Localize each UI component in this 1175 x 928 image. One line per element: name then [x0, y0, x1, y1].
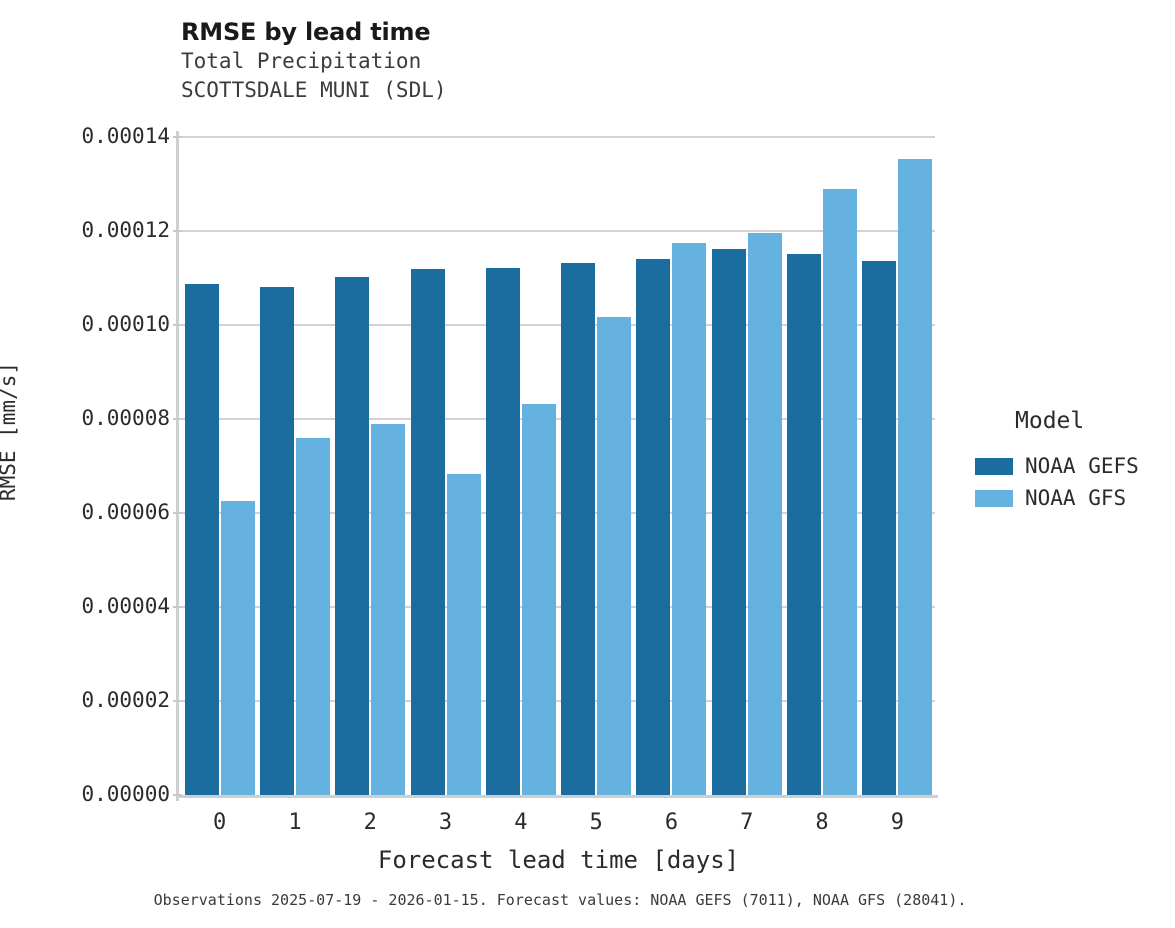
y-axis-tick-label: 0.00010	[81, 312, 170, 336]
gridline	[182, 418, 935, 420]
bar[interactable]	[747, 233, 782, 795]
bar[interactable]	[561, 263, 596, 795]
y-axis-title: RMSE [mm/s]	[0, 362, 20, 502]
y-axis-tick	[173, 418, 182, 420]
bar[interactable]	[220, 500, 255, 795]
y-axis-tick	[173, 794, 182, 796]
x-axis-tick-label: 4	[514, 810, 528, 835]
gridline	[182, 512, 935, 514]
y-axis-tick	[173, 230, 182, 232]
legend-item[interactable]: NOAA GFS	[975, 482, 1139, 514]
x-axis-tick-label: 6	[664, 810, 679, 835]
bar[interactable]	[485, 267, 520, 795]
gridline	[182, 136, 935, 138]
legend-swatch-icon	[975, 457, 1013, 475]
x-axis-tick-label: 7	[740, 810, 754, 835]
bar[interactable]	[787, 254, 822, 795]
bar[interactable]	[672, 242, 707, 795]
x-axis-tick-label: 2	[363, 810, 377, 835]
bar[interactable]	[823, 188, 858, 795]
bar[interactable]	[636, 258, 671, 795]
legend: Model NOAA GEFS NOAA GFS	[975, 410, 1139, 514]
bar[interactable]	[597, 317, 632, 795]
x-axis-tick-label: 8	[815, 810, 829, 835]
gridline	[182, 606, 935, 608]
bar[interactable]	[410, 268, 445, 795]
x-axis-title: Forecast lead time [days]	[377, 846, 740, 874]
bar[interactable]	[521, 404, 556, 795]
chart-subtitle-station: SCOTTSDALE MUNI (SDL)	[181, 78, 447, 102]
title-block: RMSE by lead time Total Precipitation SC…	[181, 18, 447, 105]
x-axis-tick-label: 0	[213, 810, 227, 835]
y-axis-tick	[173, 512, 182, 514]
x-axis-tick-label: 3	[438, 810, 453, 835]
bar[interactable]	[335, 276, 370, 795]
y-axis-tick-label: 0.00008	[81, 406, 170, 430]
y-axis-tick-label: 0.00006	[81, 500, 170, 524]
legend-item-label: NOAA GEFS	[1025, 453, 1139, 478]
bar[interactable]	[184, 283, 219, 795]
legend-entries: NOAA GEFS NOAA GFS	[975, 450, 1139, 514]
gridline	[182, 700, 935, 702]
y-axis-tick	[173, 606, 182, 608]
x-axis-tick-label: 5	[589, 810, 603, 835]
legend-item-label: NOAA GFS	[1025, 485, 1127, 510]
x-axis-line	[176, 795, 938, 798]
bar[interactable]	[295, 437, 330, 795]
x-axis-tick-label: 1	[288, 810, 302, 835]
footnote: Observations 2025-07-19 - 2026-01-15. Fo…	[153, 891, 967, 909]
legend-swatch-icon	[975, 489, 1013, 507]
legend-item[interactable]: NOAA GEFS	[975, 450, 1139, 482]
y-axis-tick-label: 0.00000	[81, 782, 170, 806]
y-axis-line	[176, 131, 179, 801]
bar[interactable]	[259, 286, 294, 795]
y-axis-tick	[173, 700, 182, 702]
bar[interactable]	[446, 474, 481, 795]
gridline	[182, 324, 935, 326]
bar[interactable]	[862, 260, 897, 795]
y-axis-tick-label: 0.00014	[81, 124, 170, 148]
bar[interactable]	[371, 424, 406, 795]
gridline	[182, 230, 935, 232]
bar[interactable]	[711, 248, 746, 795]
x-axis-tick-label: 9	[890, 810, 904, 835]
bar[interactable]	[898, 159, 933, 795]
y-axis-tick-label: 0.00002	[81, 688, 170, 712]
y-axis-tick-label: 0.00004	[81, 594, 170, 618]
y-axis-tick-label: 0.00012	[81, 218, 170, 242]
chart-subtitle-variable: Total Precipitation	[181, 49, 422, 73]
legend-title: Model	[1015, 408, 1085, 434]
page-title: RMSE by lead time	[181, 18, 431, 46]
y-axis-tick	[173, 324, 182, 326]
y-axis-tick-labels: 0.00000 0.00002 0.00004 0.00006 0.00008 0.000…	[0, 0, 170, 928]
y-axis-tick	[173, 136, 182, 138]
plot-area	[173, 136, 935, 796]
